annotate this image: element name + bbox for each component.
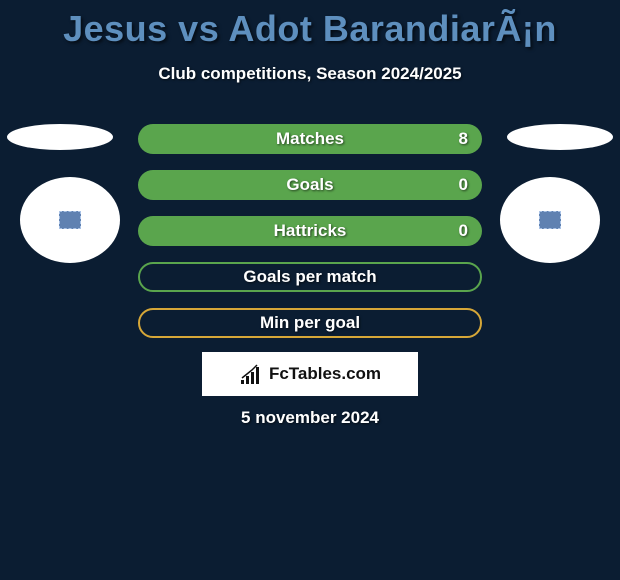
stat-right-value: 8 (459, 129, 468, 149)
left-player-avatar (20, 177, 120, 263)
stat-right-value: 0 (459, 175, 468, 195)
left-oval-accent (7, 124, 113, 150)
stat-label: Hattricks (274, 221, 347, 241)
stat-row-min-per-goal: Min per goal (138, 308, 482, 338)
stat-row-goals-per-match: Goals per match (138, 262, 482, 292)
fctables-logo-icon (239, 362, 263, 386)
image-placeholder-icon (539, 211, 561, 229)
stat-right-value: 0 (459, 221, 468, 241)
attribution-text: FcTables.com (269, 364, 381, 384)
subtitle: Club competitions, Season 2024/2025 (0, 64, 620, 84)
stat-label: Goals (286, 175, 333, 195)
datestamp: 5 november 2024 (0, 408, 620, 428)
right-player-avatar (500, 177, 600, 263)
image-placeholder-icon (59, 211, 81, 229)
stat-row-hattricks: Hattricks 0 (138, 216, 482, 246)
stat-row-matches: Matches 8 (138, 124, 482, 154)
stat-label: Goals per match (243, 267, 376, 287)
stat-row-goals: Goals 0 (138, 170, 482, 200)
stats-bars: Matches 8 Goals 0 Hattricks 0 Goals per … (138, 124, 482, 354)
right-oval-accent (507, 124, 613, 150)
attribution-box: FcTables.com (202, 352, 418, 396)
page-title: Jesus vs Adot BarandiarÃ¡n (0, 0, 620, 50)
stat-label: Min per goal (260, 313, 360, 333)
stat-label: Matches (276, 129, 344, 149)
